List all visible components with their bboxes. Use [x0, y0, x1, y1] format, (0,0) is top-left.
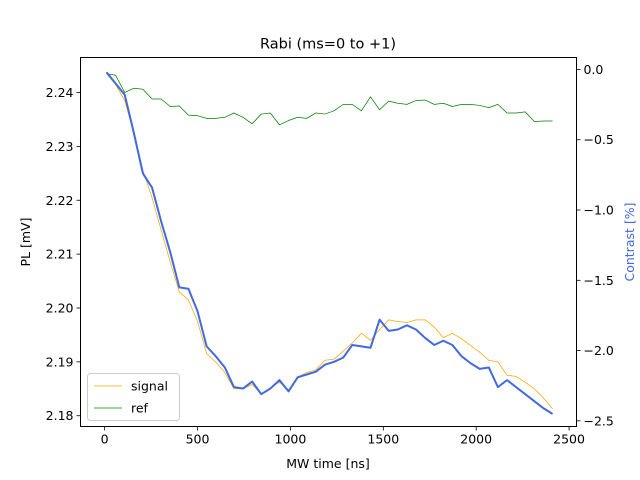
y-tick-label: 2.22 [46, 193, 74, 208]
x-axis: 0 500 1000 1500 2000 2500 [101, 426, 585, 447]
y2-axis-label: Contrast [%] [622, 202, 637, 281]
plot-frame [80, 57, 577, 427]
series-line-ref [106, 73, 553, 126]
y-axis-label: PL [mV] [18, 218, 33, 267]
y2-tick-label: −1.0 [584, 203, 614, 218]
chart-title: Rabi (ms=0 to +1) [260, 37, 396, 53]
y-axis-left: 2.18 2.19 2.20 2.21 2.22 2.23 2.24 [46, 85, 81, 423]
x-tick-label: 1000 [275, 432, 307, 447]
x-tick-label: 500 [186, 432, 210, 447]
legend: signal ref [87, 373, 180, 421]
y-tick-label: 2.24 [46, 85, 74, 100]
y-tick-label: 2.23 [46, 139, 74, 154]
y2-tick-label: −2.5 [584, 413, 614, 428]
x-tick-label: 2500 [553, 432, 585, 447]
series-line-signal [106, 73, 553, 409]
y2-tick-label: −1.5 [584, 273, 614, 288]
legend-label-signal: signal [131, 379, 168, 394]
y-tick-label: 2.19 [46, 354, 74, 369]
x-tick-label: 2000 [460, 432, 492, 447]
y-axis-right: 0.0 −0.5 −1.0 −1.5 −2.0 −2.5 [576, 62, 614, 428]
y2-tick-label: 0.0 [584, 62, 604, 77]
y2-tick-label: −0.5 [584, 132, 614, 147]
x-axis-label: MW time [ns] [286, 456, 370, 471]
legend-label-ref: ref [131, 401, 149, 416]
y-tick-label: 2.21 [46, 247, 74, 262]
y2-tick-label: −2.0 [584, 343, 614, 358]
legend-box [87, 373, 180, 421]
series-layer [105, 71, 554, 415]
series-line-contrast [105, 71, 554, 415]
y-tick-label: 2.18 [46, 408, 74, 423]
x-tick-label: 1500 [367, 432, 399, 447]
x-tick-label: 0 [101, 432, 109, 447]
y-tick-label: 2.20 [46, 300, 74, 315]
